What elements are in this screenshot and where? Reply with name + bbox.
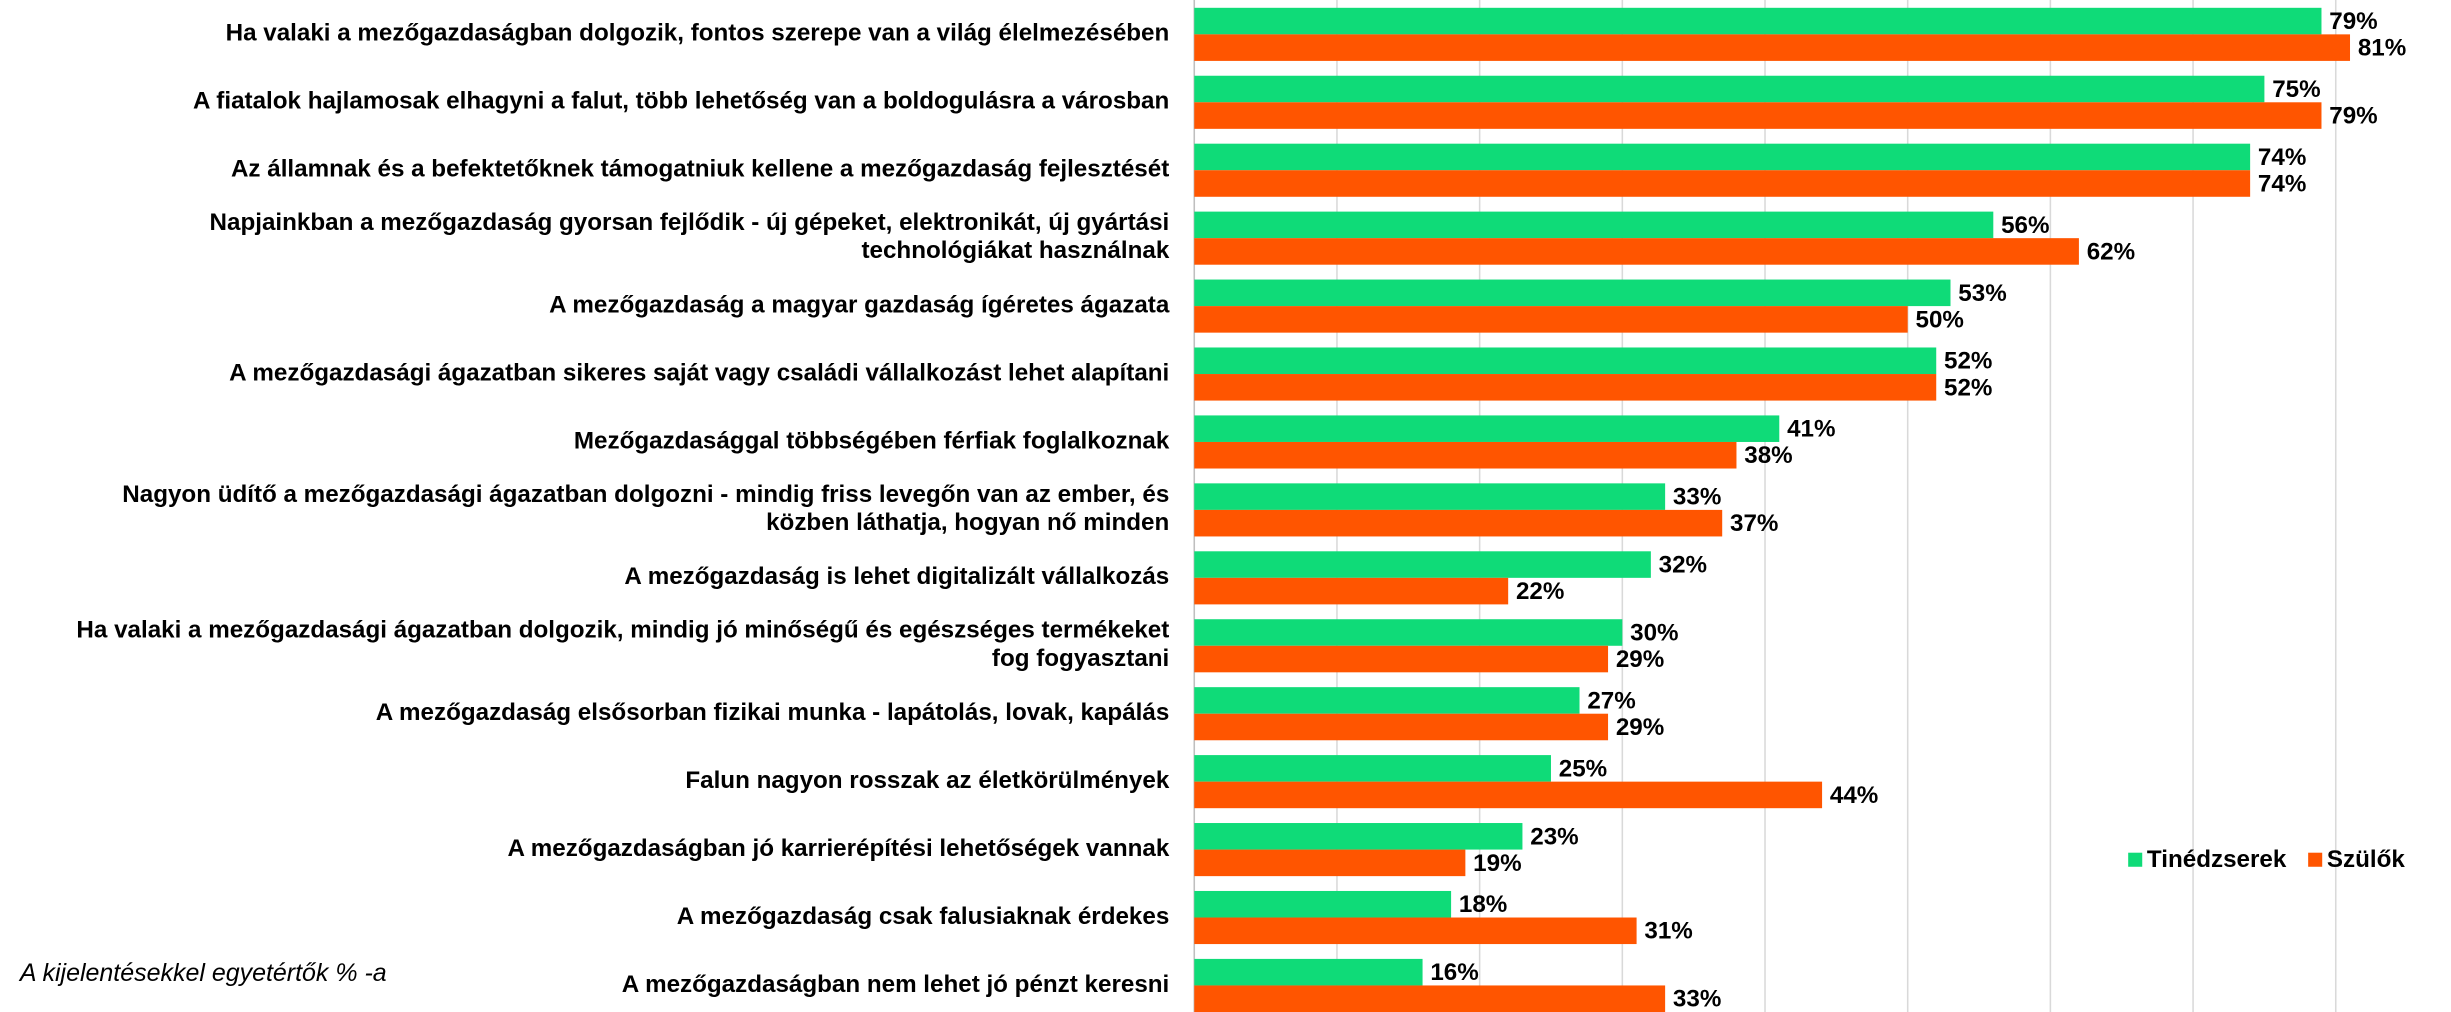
value-label: 19% [1473,850,1521,877]
category-label: Ha valaki a mezőgazdasági ágazatban dolg… [76,617,1169,672]
bar [1194,415,1780,442]
bar [1194,306,1908,333]
value-label: 50% [1916,306,1964,333]
bar [1194,687,1580,714]
category-label: Mezőgazdasággal többségében férfiak fogl… [574,427,1170,454]
value-label: 53% [1958,280,2006,307]
legend-swatch [2308,852,2323,867]
bar [1194,890,1452,918]
value-label: 33% [1673,986,1721,1012]
category-label: A mezőgazdaság elsősorban fizikai munka … [376,699,1170,726]
bar [1194,483,1666,510]
category-label: A mezőgazdasági ágazatban sikeres saját … [229,359,1169,386]
value-label: 16% [1430,959,1478,986]
value-label: 74% [2258,144,2306,171]
value-label: 31% [1644,918,1692,945]
bar [1194,713,1609,741]
bar [1194,849,1466,877]
bar [1194,102,2322,129]
category-label: Falun nagyon rosszak az életkörülmények [685,767,1169,794]
value-label: 29% [1616,646,1664,673]
value-label: 37% [1730,510,1778,537]
value-label: 79% [2329,8,2377,35]
bar [1194,509,1723,537]
bar [1194,781,1823,809]
category-label: A mezőgazdaságban nem lehet jó pénzt ker… [622,971,1170,998]
value-label: 52% [1944,348,1992,375]
value-label: 81% [2358,35,2406,62]
value-label: 38% [1744,442,1792,469]
value-label: 56% [2001,212,2049,239]
bar [1194,279,1951,307]
bar [1194,143,2251,171]
value-label: 33% [1673,484,1721,511]
bar [1194,958,1423,986]
value-label: 25% [1559,755,1607,782]
annotation: A kijelentésekkel egyetértők % -a [18,959,387,987]
bar [1194,7,2322,35]
category-label: Ha valaki a mezőgazdaságban dolgozik, fo… [226,20,1170,47]
category-label: Az államnak és a befektetőknek támogatni… [231,156,1169,183]
bar [1194,347,1937,375]
bar [1194,551,1651,578]
bar [1194,34,2351,61]
bar [1194,917,1637,945]
bar [1194,755,1551,782]
value-label: 27% [1587,687,1635,714]
bar [1194,823,1523,850]
value-label: 52% [1944,374,1992,401]
legend-swatch [2128,852,2143,867]
value-label: 44% [1830,782,1878,809]
category-label: A mezőgazdaság csak falusiaknak érdekes [677,903,1170,930]
bar [1194,619,1623,646]
category-label: A mezőgazdaság is lehet digitalizált vál… [624,563,1169,590]
value-label: 29% [1616,714,1664,741]
category-label: Napjainkban a mezőgazdaság gyorsan fejlő… [210,209,1170,264]
value-label: 74% [2258,170,2306,197]
category-label: A mezőgazdaságban jó karrierépítési lehe… [507,835,1169,862]
bar [1194,645,1609,673]
category-label: A mezőgazdaság a magyar gazdaság ígérete… [549,291,1170,318]
value-label: 41% [1787,416,1835,443]
value-label: 62% [2087,238,2135,265]
bar [1194,577,1509,605]
value-label: 79% [2329,103,2377,130]
value-label: 75% [2272,76,2320,103]
bar [1194,985,1666,1012]
bar [1194,374,1937,401]
value-label: 22% [1516,578,1564,605]
legend-label: Tinédzserek [2147,846,2287,873]
value-label: 32% [1659,552,1707,579]
bar [1194,170,2251,197]
bar [1194,75,2265,103]
bar [1194,238,2079,265]
bar [1194,441,1737,469]
legend-label: Szülők [2327,846,2405,873]
bar [1194,211,1994,239]
value-label: 23% [1530,823,1578,850]
category-label: A fiatalok hajlamosak elhagyni a falut, … [193,88,1169,115]
value-label: 18% [1459,891,1507,918]
category-label: Nagyon üdítő a mezőgazdasági ágazatban d… [122,481,1169,536]
value-label: 30% [1630,619,1678,646]
